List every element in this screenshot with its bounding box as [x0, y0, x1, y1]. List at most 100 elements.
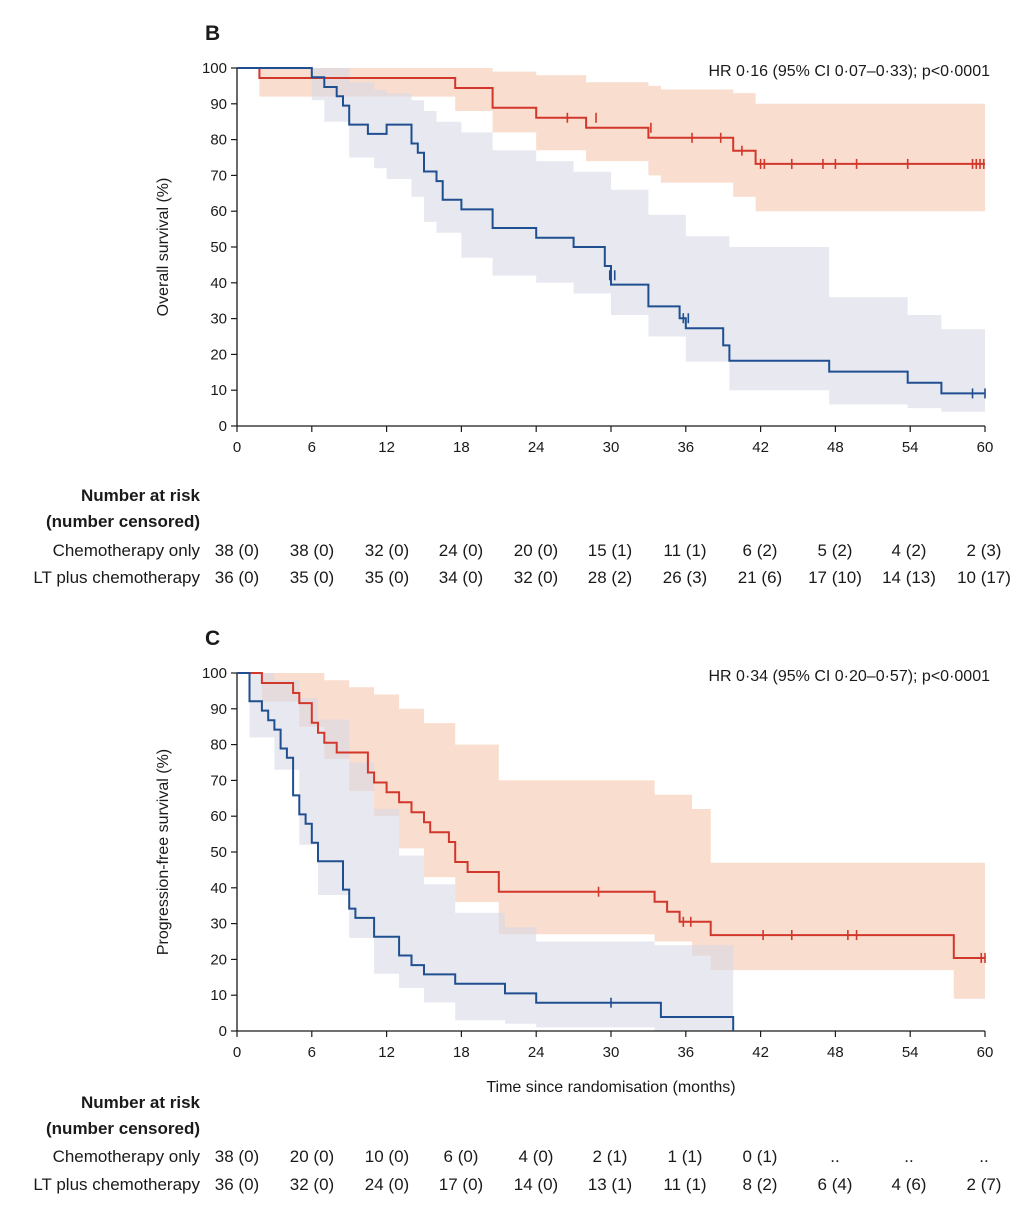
risk-cell: 5 (2) [818, 541, 853, 560]
y-tick-label: 40 [210, 275, 227, 292]
x-tick-label: 24 [528, 1044, 545, 1061]
risk-cell: 38 (0) [290, 541, 334, 560]
panel-b: 0 10 20 30 40 50 60 70 80 90 100 0 6 12 18 24 30 36 42 48 54… [33, 22, 1011, 587]
x-tick-label: 6 [308, 1044, 316, 1061]
risk-cell: 1 (1) [668, 1147, 703, 1166]
x-tick-label: 54 [902, 439, 919, 456]
x-tick-label: 60 [977, 1044, 994, 1061]
risk-cell: 15 (1) [588, 541, 632, 560]
risk-cell: 14 (13) [882, 568, 936, 587]
x-tick-label: 30 [603, 439, 620, 456]
risk-row-label-chemotherapy-only: Chemotherapy only [53, 541, 201, 560]
risk-cell: 6 (2) [743, 541, 778, 560]
risk-cell: 6 (0) [444, 1147, 479, 1166]
ci-band-lt-plus-chemotherapy [237, 68, 985, 212]
risk-cell: 8 (2) [743, 1175, 778, 1194]
risk-cell: 20 (0) [290, 1147, 334, 1166]
y-tick-label: 100 [202, 60, 227, 77]
risk-cell: 32 (0) [365, 541, 409, 560]
panel-letter: B [205, 22, 220, 45]
risk-cell: 32 (0) [290, 1175, 334, 1194]
risk-cell: 11 (1) [663, 1175, 706, 1194]
y-tick-label: 20 [210, 951, 227, 968]
hazard-ratio-annotation: HR 0·34 (95% CI 0·20–0·57); p<0·0001 [709, 668, 991, 685]
risk-table-subtitle: (number censored) [46, 1119, 200, 1138]
risk-cell: 34 (0) [439, 568, 483, 587]
risk-cell: .. [904, 1147, 913, 1166]
risk-cell: 2 (1) [593, 1147, 628, 1166]
survival-curve-lt-plus-chemotherapy [237, 672, 985, 959]
risk-cell: 2 (7) [967, 1175, 1002, 1194]
y-tick-label: 0 [219, 418, 227, 435]
risk-cell: 28 (2) [588, 568, 632, 587]
risk-cell: 6 (4) [818, 1175, 853, 1194]
y-tick-label: 20 [210, 346, 227, 363]
risk-cell: 20 (0) [514, 541, 558, 560]
x-tick-label: 6 [308, 439, 316, 456]
y-tick-label: 10 [210, 987, 227, 1004]
risk-cell: 36 (0) [215, 568, 259, 587]
risk-cell: 13 (1) [588, 1175, 632, 1194]
ci-band-chemotherapy-only [237, 673, 734, 1031]
y-tick-label: 70 [210, 772, 227, 789]
x-axis-title: Time since randomisation (months) [486, 1079, 735, 1096]
risk-table-subtitle: (number censored) [46, 512, 200, 531]
hazard-ratio-annotation: HR 0·16 (95% CI 0·07–0·33); p<0·0001 [709, 63, 991, 80]
y-tick-label: 80 [210, 737, 227, 754]
y-tick-label: 30 [210, 916, 227, 933]
x-tick-label: 54 [902, 1044, 919, 1061]
y-tick-label: 40 [210, 880, 227, 897]
x-tick-label: 48 [827, 1044, 844, 1061]
survival-curve-chemotherapy-only [237, 672, 735, 1031]
risk-cell: .. [979, 1147, 988, 1166]
panel-letter: C [205, 627, 220, 650]
risk-cell: 35 (0) [290, 568, 334, 587]
ci-band-lt-plus-chemotherapy [237, 673, 985, 999]
risk-cell: 17 (10) [808, 568, 862, 587]
risk-table-title: Number at risk [81, 486, 201, 505]
y-tick-label: 90 [210, 96, 227, 113]
x-tick-label: 48 [827, 439, 844, 456]
risk-row-label-lt-plus-chemotherapy: LT plus chemotherapy [33, 568, 200, 587]
x-tick-label: 18 [453, 1044, 470, 1061]
x-tick-label: 30 [603, 1044, 620, 1061]
x-tick-label: 18 [453, 439, 470, 456]
y-tick-label: 50 [210, 239, 227, 256]
x-tick-label: 42 [752, 439, 769, 456]
risk-cell: 10 (17) [957, 568, 1011, 587]
risk-cell: 38 (0) [215, 541, 259, 560]
x-tick-label: 60 [977, 439, 994, 456]
x-tick-label: 42 [752, 1044, 769, 1061]
y-tick-label: 0 [219, 1023, 227, 1040]
x-tick-label: 36 [677, 1044, 694, 1061]
x-tick-label: 0 [233, 1044, 241, 1061]
survival-curve-lt-plus-chemotherapy [237, 67, 985, 165]
panel-c: 0 10 20 30 40 50 60 70 80 90 100 0 6 12 18 24 30 36 42 48 54… [33, 627, 1001, 1194]
y-tick-label: 60 [210, 203, 227, 220]
risk-row-label-lt-plus-chemotherapy: LT plus chemotherapy [33, 1175, 200, 1194]
risk-cell: 24 (0) [365, 1175, 409, 1194]
risk-cell: 24 (0) [439, 541, 483, 560]
risk-cell: 11 (1) [663, 541, 706, 560]
x-tick-label: 0 [233, 439, 241, 456]
risk-cell: 32 (0) [514, 568, 558, 587]
y-tick-label: 30 [210, 311, 227, 328]
y-tick-label: 60 [210, 808, 227, 825]
survival-curve-chemotherapy-only [237, 67, 985, 395]
risk-cell: 26 (3) [663, 568, 707, 587]
risk-cell: 14 (0) [514, 1175, 558, 1194]
y-tick-label: 100 [202, 665, 227, 682]
risk-cell: 2 (3) [967, 541, 1002, 560]
x-tick-label: 24 [528, 439, 545, 456]
risk-cell: 4 (2) [892, 541, 927, 560]
x-tick-label: 12 [378, 1044, 395, 1061]
y-tick-label: 70 [210, 167, 227, 184]
x-tick-label: 12 [378, 439, 395, 456]
risk-cell: 17 (0) [439, 1175, 483, 1194]
y-axis-title: Overall survival (%) [155, 178, 172, 317]
risk-row-label-chemotherapy-only: Chemotherapy only [53, 1147, 201, 1166]
risk-cell: 4 (6) [892, 1175, 927, 1194]
risk-cell: 10 (0) [365, 1147, 409, 1166]
